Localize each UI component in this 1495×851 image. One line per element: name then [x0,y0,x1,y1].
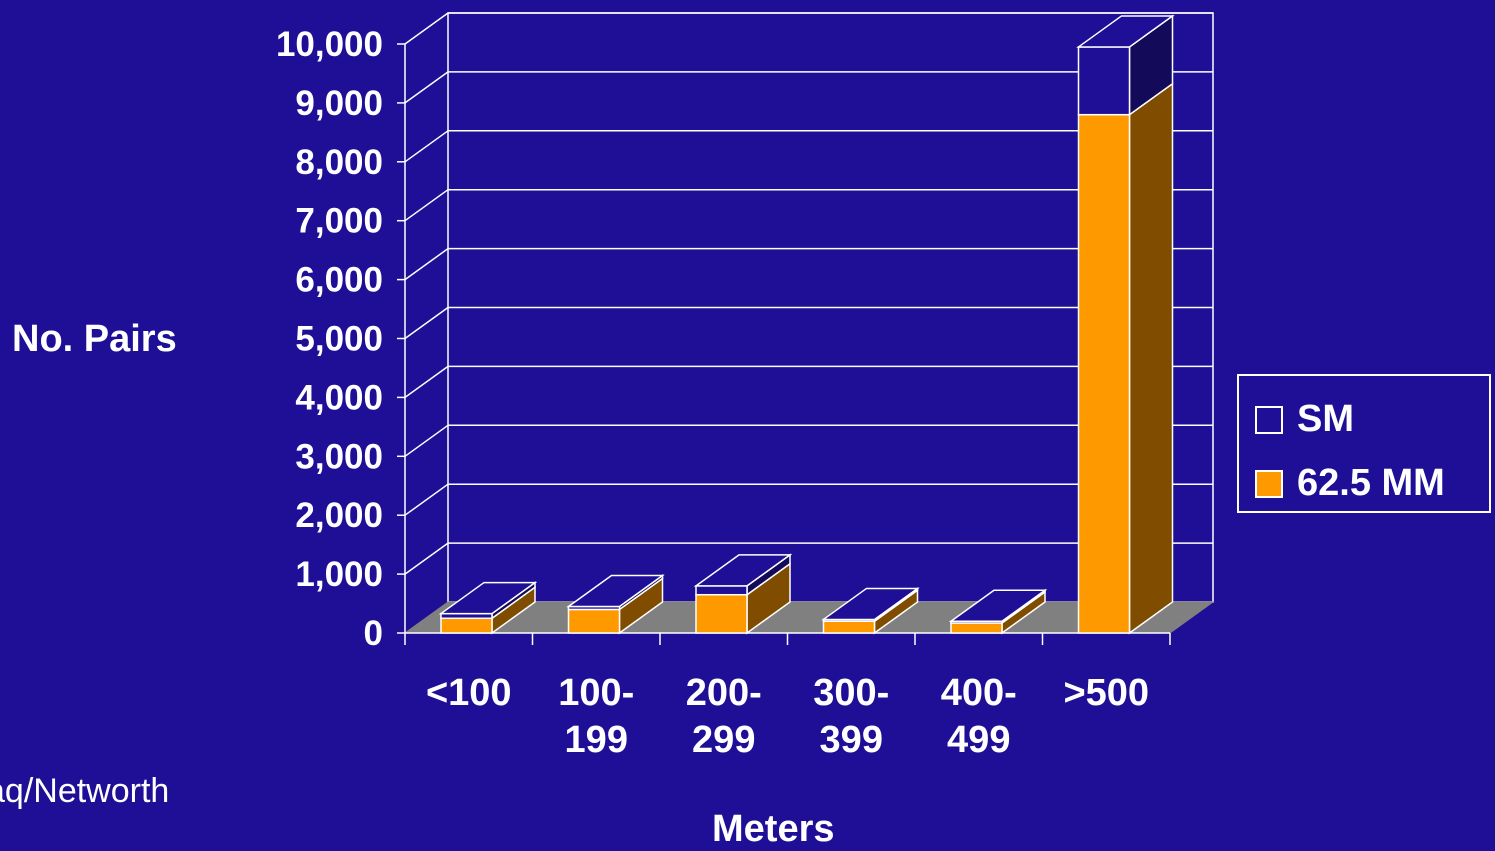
gridline-diagonal [404,130,449,163]
bar-mm-3 [822,620,876,634]
bar-sm-5 [1077,46,1131,116]
legend-item-sm: SM [1255,398,1354,441]
bar-mm-2 [695,593,748,634]
gridline-diagonal [404,71,449,104]
bar-mm-5 [1077,113,1131,634]
y-tick-label: 10,000 [276,25,383,64]
bar-side-mm-5 [1128,82,1174,635]
bar-top-3 [821,587,920,621]
x-tick-label: 200- [686,672,762,714]
gridline-diagonal [404,483,449,516]
gridline-diagonal [404,247,449,281]
x-tick-label: 299 [692,719,755,761]
y-tick-label: 6,000 [295,261,383,300]
legend-swatch-62-5-mm [1255,469,1283,498]
bar-mm-1 [567,608,621,634]
y-tick-label: 7,000 [295,202,383,241]
y-tick-label: 8,000 [295,143,383,182]
gridline-diagonal [404,542,449,575]
y-tick-label: 4,000 [295,378,383,417]
bar-top-5 [1076,15,1175,48]
bar-top-1 [566,574,665,608]
y-tick-label: 9,000 [295,84,383,123]
bar-top-4 [948,589,1048,622]
gridline-diagonal [404,306,449,340]
x-tick-label: 400- [941,672,1017,714]
y-axis-label: No. Pairs [12,318,177,360]
y-tick-label: 0 [364,614,383,653]
x-tick-label: 300- [813,672,889,714]
gridline-diagonal [404,424,449,457]
y-tick-label: 5,000 [295,320,383,359]
bar-mm-0 [440,617,493,634]
x-axis-label: Meters [712,808,835,850]
x-tick-label: 399 [820,719,883,761]
x-tick-label: <100 [426,672,512,714]
gridline-diagonal [404,12,449,45]
y-tick-label: 2,000 [295,496,383,535]
bar-top-2 [693,554,793,587]
bar-mm-4 [950,622,1003,634]
bar-sm-2 [695,585,748,596]
x-tick-label: 499 [947,719,1010,761]
legend-swatch-sm [1255,405,1283,434]
x-tick-label: >500 [1063,672,1149,714]
legend-label-sm: SM [1297,398,1354,440]
legend: SM 62.5 MM [1237,374,1491,513]
x-tick-label: 100- [558,672,634,714]
x-tick-label: 199 [565,719,628,761]
gridline-diagonal [404,189,449,222]
source-text: aq/Networth [0,772,170,810]
bar-top-0 [438,581,538,615]
y-tick-label: 1,000 [295,555,383,594]
gridline-diagonal [404,365,449,399]
y-tick-label: 3,000 [295,437,383,476]
legend-item-62-5-mm: 62.5 MM [1255,462,1445,505]
legend-label-62-5-mm: 62.5 MM [1297,462,1445,504]
